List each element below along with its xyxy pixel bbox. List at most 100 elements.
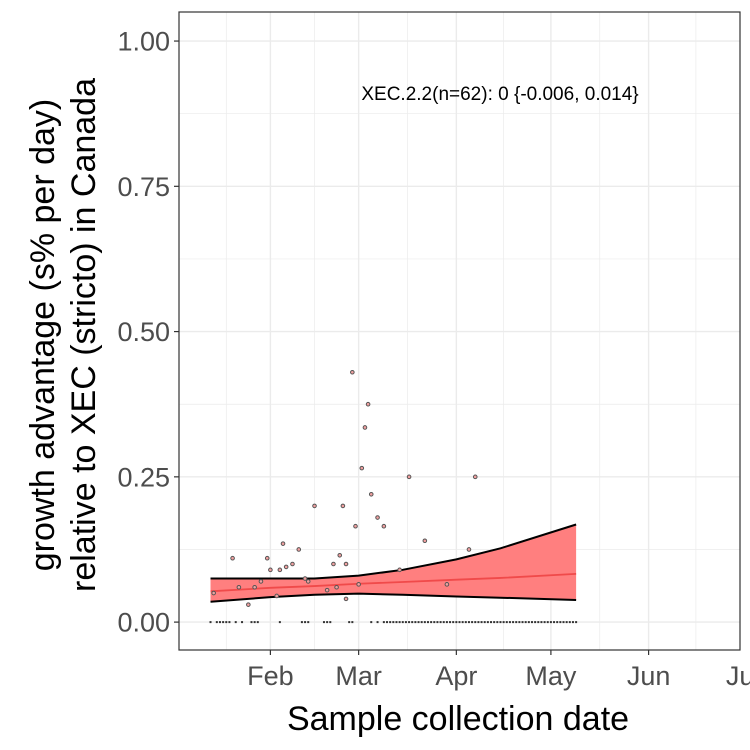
y-tick-label: 0.75: [117, 172, 170, 202]
rug-mark: [502, 621, 505, 624]
data-point: [444, 582, 450, 587]
rug-mark: [477, 621, 480, 624]
data-point: [280, 541, 286, 546]
rug-mark: [483, 621, 486, 624]
data-point: [406, 474, 412, 480]
rug-mark: [568, 621, 571, 624]
rug-mark: [505, 621, 508, 624]
data-point: [211, 590, 216, 596]
rug-mark: [398, 621, 401, 624]
rug-mark: [218, 621, 221, 624]
rug-mark: [215, 621, 218, 624]
data-point: [230, 555, 235, 561]
rug-mark: [370, 621, 373, 624]
rug-mark: [386, 621, 389, 624]
rug-mark: [250, 621, 253, 624]
rug-mark: [423, 621, 426, 624]
rug-mark: [543, 621, 546, 624]
data-point: [302, 576, 308, 581]
rug-mark: [209, 621, 212, 624]
data-point: [258, 579, 264, 584]
rug-mark: [549, 621, 552, 624]
rug-mark: [376, 621, 379, 624]
rug-mark: [474, 621, 477, 624]
ribbon-upper-edge: [210, 523, 577, 580]
ribbon-area: [210, 524, 577, 602]
data-point: [368, 491, 374, 497]
rug-mark: [559, 621, 562, 624]
rug-mark: [471, 621, 474, 624]
rug-mark: [499, 621, 502, 624]
rug-mark: [278, 621, 281, 624]
rug-mark: [518, 621, 521, 624]
data-point: [296, 547, 302, 552]
data-point: [246, 602, 251, 607]
data-point: [305, 579, 311, 584]
rug-mark: [436, 621, 439, 624]
data-point: [277, 567, 283, 573]
rug-mark: [395, 621, 398, 624]
data-point: [397, 567, 402, 573]
x-tick-label: Feb: [247, 661, 294, 691]
data-point: [337, 552, 343, 558]
rug-mark: [575, 621, 578, 624]
data-point: [264, 555, 270, 561]
rug-mark: [322, 621, 325, 624]
rug-mark: [496, 621, 499, 624]
rug-mark: [417, 621, 420, 624]
data-point: [340, 503, 346, 509]
rug-mark: [304, 621, 307, 624]
x-tick-label: May: [525, 661, 577, 691]
x-tick-label: Jun: [627, 661, 671, 691]
data-point: [375, 515, 380, 520]
y-axis-ticks: 0.00 0.25 0.50 0.75 1.00: [117, 27, 179, 638]
rug-mark: [307, 621, 310, 624]
rug-mark: [530, 621, 533, 624]
rug-mark: [439, 621, 442, 624]
data-point: [343, 561, 349, 567]
rug-mark: [527, 621, 530, 624]
rug-mark: [480, 621, 483, 624]
x-tick-label: Mar: [335, 661, 382, 691]
rug-mark: [414, 621, 417, 624]
y-tick-label: 0.50: [117, 317, 170, 347]
rug-mark: [382, 621, 385, 624]
data-point: [252, 584, 257, 590]
y-tick-label: 0.25: [117, 462, 170, 492]
rug-marks: [209, 621, 578, 624]
data-point: [324, 587, 330, 593]
rug-mark: [486, 621, 489, 624]
data-point: [466, 547, 472, 552]
rug-mark: [401, 621, 404, 624]
rug-mark: [433, 621, 436, 624]
rug-mark: [565, 621, 568, 624]
x-axis-title: Sample collection date: [287, 700, 629, 738]
data-point: [365, 401, 371, 407]
rug-mark: [241, 621, 244, 624]
data-point: [422, 538, 428, 544]
rug-mark: [389, 621, 392, 624]
data-point: [283, 564, 289, 570]
data-point: [353, 523, 358, 529]
rug-mark: [222, 621, 225, 624]
rug-mark: [234, 621, 237, 624]
data-point: [268, 567, 273, 573]
y-axis-title-line-1: growth advantage (s% per day): [24, 99, 62, 571]
rug-mark: [524, 621, 527, 624]
rug-mark: [392, 621, 395, 624]
rug-mark: [537, 621, 540, 624]
rug-mark: [458, 621, 461, 624]
y-axis-title: growth advantage (s% per day) relative t…: [24, 78, 103, 592]
rug-mark: [442, 621, 445, 624]
rug-mark: [571, 621, 574, 624]
rug-mark: [348, 621, 351, 624]
rug-mark: [540, 621, 543, 624]
rug-mark: [461, 621, 464, 624]
rug-mark: [452, 621, 455, 624]
rug-mark: [253, 621, 256, 624]
y-axis-title-line-2: relative to XEC (stricto) in Canada: [65, 78, 103, 592]
rug-mark: [455, 621, 458, 624]
rug-mark: [426, 621, 429, 624]
y-tick-label: 1.00: [117, 27, 170, 57]
